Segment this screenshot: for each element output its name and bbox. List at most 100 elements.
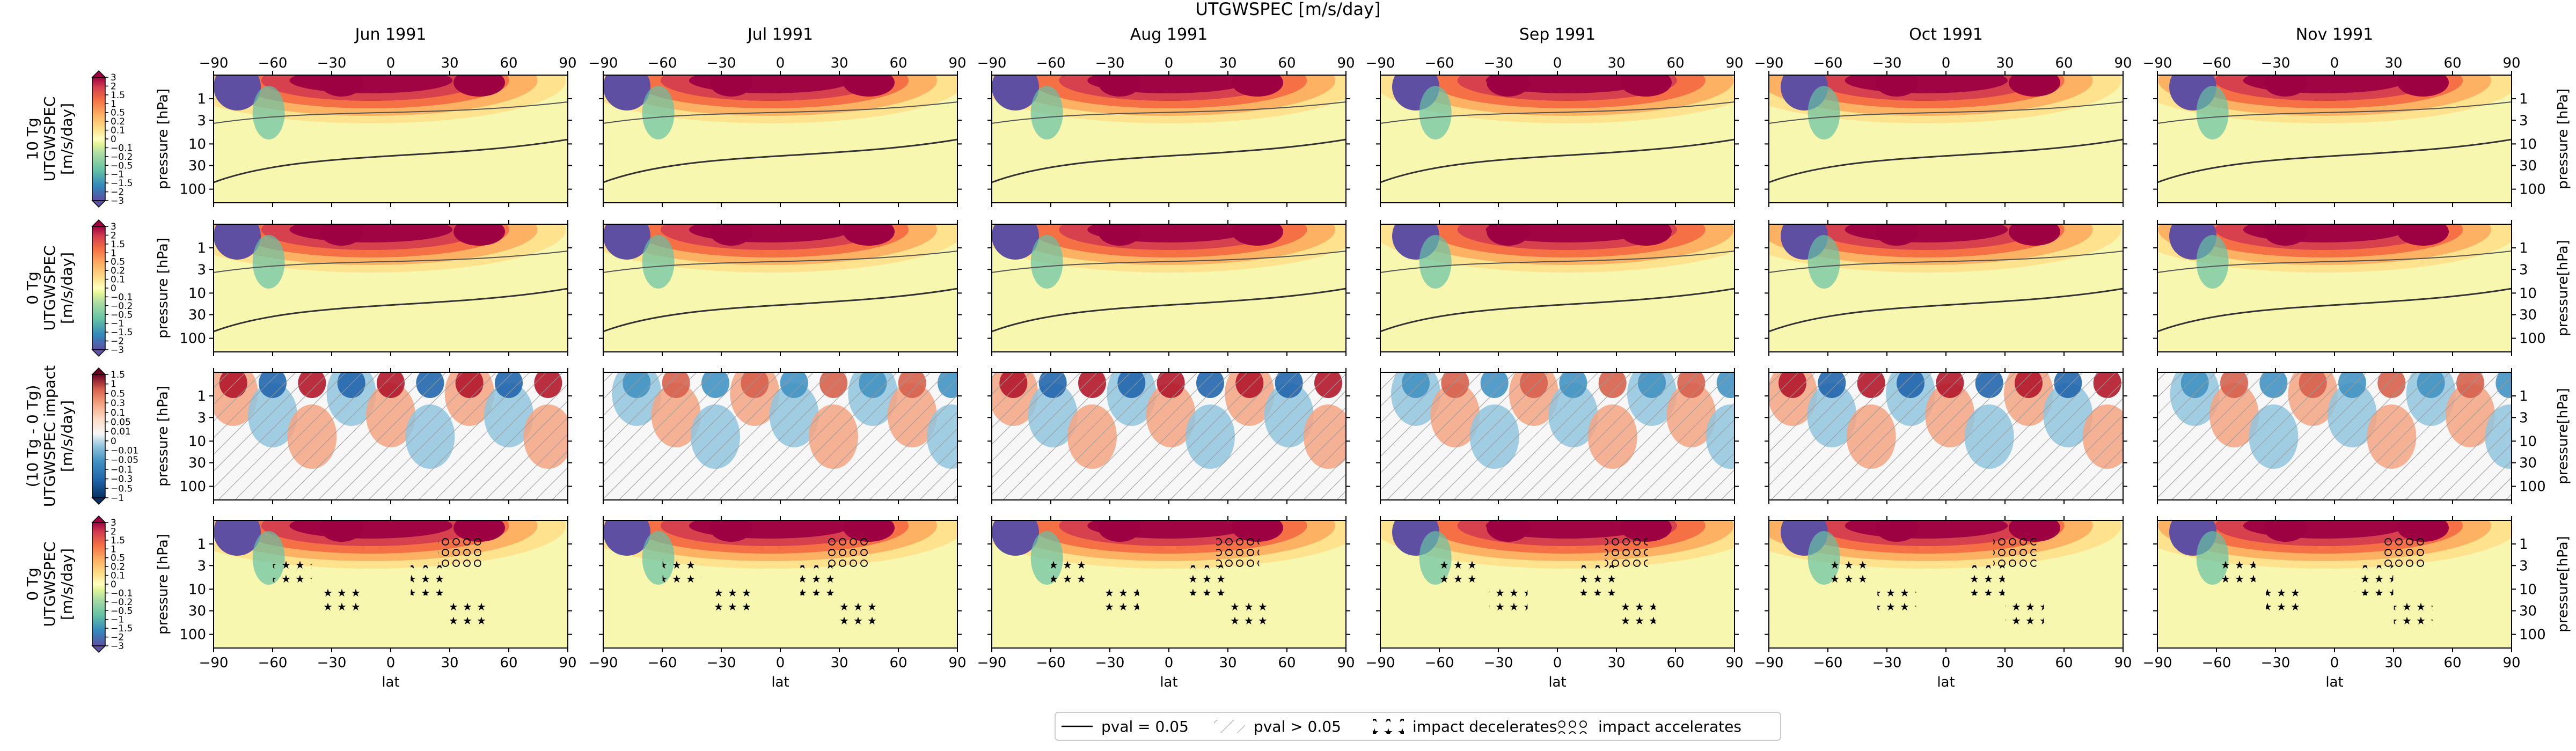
x-tick-label: 90 <box>559 55 576 71</box>
panel-field <box>2157 372 2512 500</box>
x-tick-label: −60 <box>1425 655 1454 671</box>
x-tick-label: −90 <box>2143 655 2172 671</box>
y-tick-label: 1 <box>197 388 206 404</box>
significance-stars <box>1189 565 1228 595</box>
x-tick-label: 60 <box>500 655 517 671</box>
colorbar-tick-label: −2 <box>111 632 124 643</box>
panel-field <box>1769 372 2123 500</box>
pval-hatch <box>603 372 957 500</box>
colorbar-tick-label: −0.5 <box>111 160 133 171</box>
contour-line <box>603 288 957 333</box>
colorbar-tick-label: 1 <box>111 379 116 390</box>
y-tick-label: 10 <box>188 433 206 450</box>
x-tick-label: 90 <box>1337 655 1355 671</box>
significance-stars <box>2216 555 2256 585</box>
y-tick-label: 1 <box>2519 536 2528 553</box>
x-tick-label: 60 <box>2055 655 2073 671</box>
y-tick-label: 3 <box>197 262 206 278</box>
x-tick-label: 60 <box>2443 655 2461 671</box>
contour-line <box>1769 138 2123 183</box>
colorbar-tick-label: 3 <box>111 72 116 83</box>
pval-hatch <box>992 372 1346 500</box>
colorbar-tick-label: 0.2 <box>111 562 125 572</box>
x-tick-label: −30 <box>1095 55 1125 71</box>
x-tick-label: 30 <box>1607 55 1625 71</box>
legend: pval = 0.05 pval > 0.05 impact decelerat… <box>1055 712 1781 741</box>
colorbar-tick-label: −0.1 <box>111 143 133 153</box>
colorbar: −3−2−1.5−1−0.5−0.2−0.100.10.20.511.523 0 … <box>24 515 133 653</box>
panel-field <box>603 520 957 648</box>
significance-stars <box>2005 598 2044 628</box>
x-tick-label: 0 <box>1165 55 1174 71</box>
heatmap-panel <box>1765 220 2127 356</box>
x-tick-label: −30 <box>317 55 347 71</box>
colorbar-tick-label: 1.5 <box>111 535 125 546</box>
colorbar-tick-label: 2 <box>111 526 116 537</box>
colorbar-tick-label: 0.2 <box>111 116 125 127</box>
panel-field <box>603 224 957 352</box>
significance-stars <box>411 565 450 595</box>
panel-field <box>992 224 1346 352</box>
significance-stars <box>1228 598 1267 628</box>
colorbar-bar <box>92 77 106 201</box>
y-tick-label: 3 <box>2519 113 2528 129</box>
colorbar-tick-label: 0 <box>111 134 116 145</box>
colorbar-tick-label: −1 <box>111 493 124 504</box>
legend-stars-label: impact decelerates <box>1413 718 1557 735</box>
y-tick-label: 10 <box>2519 433 2537 450</box>
colorbar: −3−2−1.5−1−0.5−0.2−0.100.10.20.511.523 10… <box>24 70 133 208</box>
colorbar-label: [m/s/day] <box>58 548 76 620</box>
colorbar-tick-label: 2 <box>111 81 116 92</box>
x-axis-label: lat <box>1160 674 1177 690</box>
x-tick-label: 0 <box>776 55 785 71</box>
heatmap-panel: −90 −60 −30 0 30 60 90 <box>977 55 1355 207</box>
y-tick-label: 100 <box>179 331 206 347</box>
x-tick-label: −60 <box>1036 55 1066 71</box>
colorbar-tick-label: 0.5 <box>111 257 125 268</box>
legend-frame <box>1055 712 1781 741</box>
colorbar-tick-label: 2 <box>111 230 116 241</box>
month-titles: Jun 1991 Jul 1991 Aug 1991 Sep 1991 Oct 1991… <box>354 25 2374 44</box>
y-tick-label: 30 <box>2519 455 2537 472</box>
colorbar-tick-label: 1.5 <box>111 370 125 380</box>
colorbar-tick-label: 1.5 <box>111 90 125 101</box>
x-tick-label: −90 <box>977 55 1007 71</box>
legend-stars-swatch <box>1373 719 1404 734</box>
heatmap-panel: −90 −60 −30 0 30 60 90 1 3 10 30 100 pressure [hPa] <box>2143 55 2571 207</box>
colorbar-tick-label: 0 <box>111 436 116 447</box>
x-tick-label: 0 <box>1942 655 1951 671</box>
heatmap-panel: −90 −60 −30 0 30 60 90 lat 1 3 10 30 100 pressure [hP… <box>155 516 577 690</box>
x-tick-label: 30 <box>1996 55 2014 71</box>
legend-circles-swatch <box>1558 719 1590 734</box>
colorbar-tick-label: −1 <box>111 319 124 329</box>
contour-line <box>603 251 957 273</box>
panel-field <box>1380 372 1735 500</box>
colorbar-label: UTGWSPEC impact <box>41 365 58 507</box>
x-tick-label: −60 <box>2202 55 2231 71</box>
colorbar-tick-label: −0.1 <box>111 588 133 599</box>
colorbar-tick-label: −1.5 <box>111 623 133 634</box>
panel-field <box>2157 520 2512 648</box>
pval-hatch <box>214 372 568 500</box>
x-tick-label: −90 <box>199 55 229 71</box>
x-tick-label: −90 <box>1754 655 1784 671</box>
colorbars: −3−2−1.5−1−0.5−0.2−0.100.10.20.511.52310… <box>24 70 138 653</box>
contour-line <box>2157 101 2512 124</box>
y-axis-label: pressure [hPa] <box>155 386 171 487</box>
significance-stars <box>712 587 751 617</box>
x-tick-label: 30 <box>830 55 848 71</box>
x-axis-label: lat <box>771 674 789 690</box>
contour-line <box>1769 101 2123 124</box>
contour-line <box>2157 288 2512 333</box>
pval-hatch <box>1769 372 2123 500</box>
x-tick-label: −30 <box>317 655 347 671</box>
significance-stars <box>800 565 839 595</box>
x-tick-label: 30 <box>1607 655 1625 671</box>
y-tick-label: 30 <box>2519 603 2537 620</box>
panel-field <box>1380 224 1735 352</box>
panel-field <box>992 372 1346 500</box>
x-tick-label: 60 <box>500 55 517 71</box>
heatmap-panel <box>599 368 962 504</box>
month-title: Oct 1991 <box>1909 25 1983 44</box>
